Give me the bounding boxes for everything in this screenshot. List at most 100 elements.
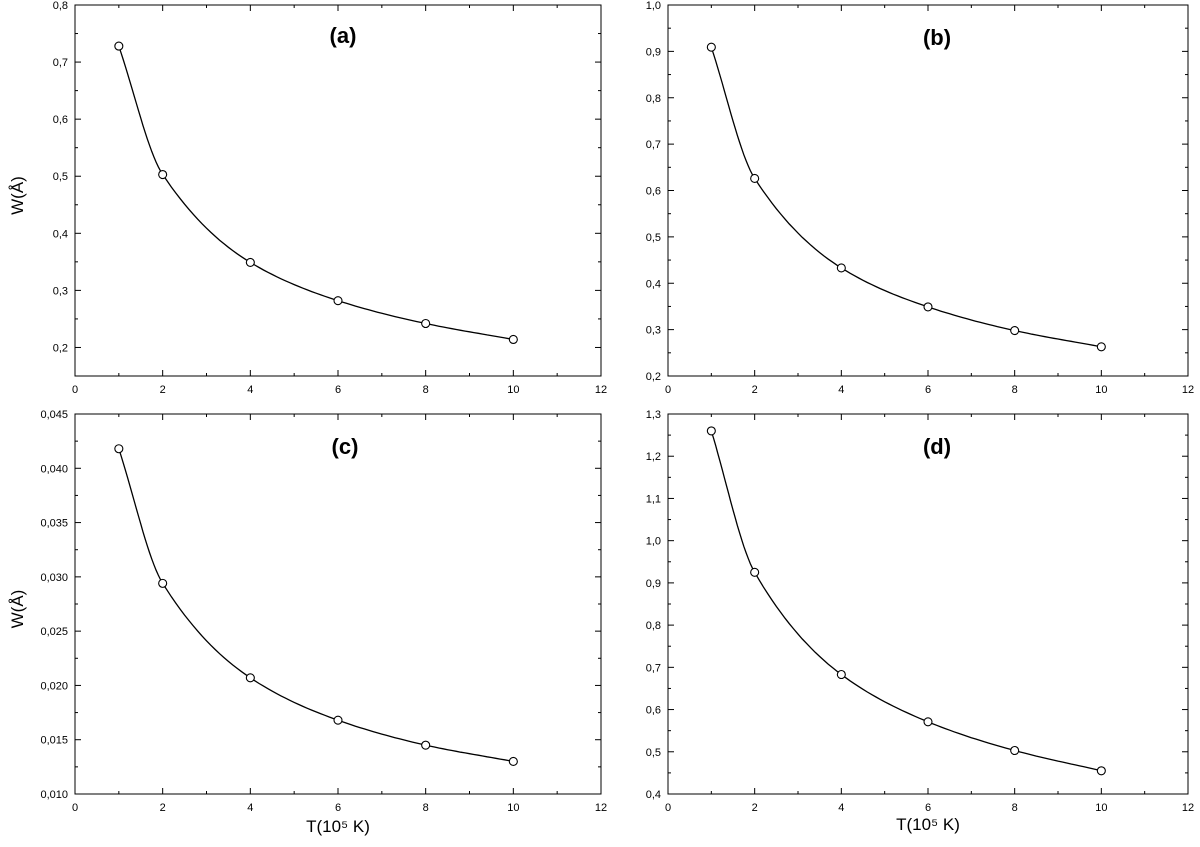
x-tick-label: 12 bbox=[1182, 384, 1194, 396]
y-tick-label: 1,0 bbox=[646, 0, 661, 12]
x-tick-label: 10 bbox=[507, 384, 519, 396]
data-point bbox=[836, 263, 846, 273]
y-tick-label: 0,4 bbox=[646, 278, 661, 290]
x-tick-label: 0 bbox=[665, 802, 671, 814]
chart-panel-4: 0 2 4 6 8 10 12 0,4 0,5 0,6 0,7 0,8 0,9 1,0 1,1 1,2 1,3 (… bbox=[646, 409, 1194, 834]
y-tick-label: 0,040 bbox=[40, 463, 68, 475]
x-tick-label: 10 bbox=[1095, 384, 1107, 396]
x-tick-label: 4 bbox=[838, 802, 844, 814]
y-tick-label: 0,8 bbox=[53, 0, 68, 12]
x-tick-label: 4 bbox=[247, 384, 253, 396]
y-tick-label: 0,3 bbox=[53, 285, 68, 297]
y-tick-label: 0,2 bbox=[646, 371, 661, 383]
data-point bbox=[158, 578, 168, 588]
data-point bbox=[923, 717, 933, 727]
x-tick-label: 8 bbox=[1012, 802, 1018, 814]
data-point bbox=[508, 756, 518, 766]
data-point bbox=[923, 302, 933, 312]
plot-frame bbox=[667, 413, 1189, 795]
x-tick-label: 10 bbox=[1095, 802, 1107, 814]
x-tick-label: 12 bbox=[1182, 802, 1194, 814]
panel-label: (a) bbox=[330, 23, 357, 48]
x-tick-label: 6 bbox=[335, 384, 341, 396]
fit-curve bbox=[118, 448, 514, 763]
panel-label: (c) bbox=[332, 434, 359, 459]
y-tick-label: 0,6 bbox=[646, 186, 661, 198]
x-axis-title: T(10⁵ K) bbox=[306, 817, 370, 836]
data-point bbox=[421, 740, 431, 750]
fit-curve bbox=[118, 45, 514, 341]
x-tick-label: 8 bbox=[423, 384, 429, 396]
y-tick-label: 0,3 bbox=[646, 325, 661, 337]
x-tick-label: 2 bbox=[160, 802, 166, 814]
y-tick-label: 0,8 bbox=[646, 93, 661, 105]
x-axis-title: T(10⁵ K) bbox=[896, 815, 960, 834]
y-tick-label: 1,3 bbox=[646, 409, 661, 421]
x-tick-label: 8 bbox=[423, 802, 429, 814]
y-tick-label: 0,2 bbox=[53, 342, 68, 354]
y-tick-label: 0,6 bbox=[646, 705, 661, 717]
x-tick-label: 4 bbox=[247, 802, 253, 814]
data-point bbox=[245, 257, 255, 267]
x-tick-label: 12 bbox=[595, 802, 607, 814]
y-tick-label: 0,7 bbox=[53, 57, 68, 69]
x-tick-label: 0 bbox=[72, 802, 78, 814]
data-point bbox=[1010, 745, 1020, 756]
x-tick-label: 2 bbox=[752, 384, 758, 396]
x-tick-label: 2 bbox=[160, 384, 166, 396]
fit-curve bbox=[710, 430, 1102, 772]
x-tick-label: 4 bbox=[838, 384, 844, 396]
y-tick-label: 0,7 bbox=[646, 662, 661, 674]
x-tick-label: 6 bbox=[925, 384, 931, 396]
y-tick-label: 0,030 bbox=[40, 572, 68, 584]
chart-panel-1: 0 2 4 6 8 10 12 0,2 0,3 0,4 0,5 0,6 0,7 0,8 (a) W(Å) bbox=[8, 0, 607, 396]
data-point bbox=[1096, 766, 1106, 776]
plot-frame bbox=[667, 4, 1189, 377]
x-tick-label: 8 bbox=[1012, 384, 1018, 396]
data-point bbox=[836, 669, 846, 680]
y-tick-label: 1,0 bbox=[646, 536, 661, 548]
data-point bbox=[333, 715, 343, 725]
y-axis-title: W(Å) bbox=[8, 176, 27, 215]
y-tick-label: 0,8 bbox=[646, 620, 661, 632]
y-tick-label: 1,2 bbox=[646, 451, 661, 463]
data-point bbox=[114, 41, 124, 51]
data-point bbox=[706, 42, 716, 52]
x-tick-label: 0 bbox=[72, 384, 78, 396]
data-point bbox=[421, 318, 431, 329]
x-tick-label: 2 bbox=[752, 802, 758, 814]
y-tick-label: 0,010 bbox=[40, 789, 68, 801]
data-point bbox=[158, 169, 168, 180]
plot-frame bbox=[74, 4, 602, 377]
y-tick-label: 0,7 bbox=[646, 139, 661, 151]
y-tick-label: 0,6 bbox=[53, 114, 68, 126]
data-point bbox=[1096, 342, 1106, 352]
y-tick-label: 0,5 bbox=[53, 171, 68, 183]
data-point bbox=[1010, 326, 1020, 336]
y-tick-label: 0,025 bbox=[40, 626, 68, 638]
data-point bbox=[333, 296, 343, 306]
x-tick-label: 0 bbox=[665, 384, 671, 396]
data-point bbox=[706, 426, 716, 436]
data-point bbox=[750, 173, 760, 183]
y-tick-label: 0,9 bbox=[646, 46, 661, 58]
y-tick-label: 0,4 bbox=[646, 789, 661, 801]
y-tick-label: 0,4 bbox=[53, 228, 68, 240]
panel-label: (d) bbox=[923, 434, 951, 459]
y-tick-label: 0,020 bbox=[40, 680, 68, 692]
data-point bbox=[750, 567, 760, 577]
chart-panel-2: 0 2 4 6 8 10 12 0,2 0,3 0,4 0,5 0,6 0,7 0,8 0,9 1,0 (b) bbox=[646, 0, 1194, 396]
x-tick-label: 6 bbox=[925, 802, 931, 814]
plot-frame bbox=[74, 413, 602, 795]
y-tick-label: 0,5 bbox=[646, 747, 661, 759]
fit-curve bbox=[710, 46, 1102, 348]
y-tick-label: 1,1 bbox=[646, 493, 661, 505]
x-tick-label: 6 bbox=[335, 802, 341, 814]
chart-panel-3: 0 2 4 6 8 10 12 0,010 0,015 0,020 0,025 0,030 0,035 0… bbox=[8, 409, 607, 836]
x-tick-label: 10 bbox=[507, 802, 519, 814]
panel-label: (b) bbox=[923, 25, 951, 50]
y-tick-label: 0,9 bbox=[646, 578, 661, 590]
data-point bbox=[508, 334, 518, 345]
y-axis-title: W(Å) bbox=[8, 590, 27, 629]
